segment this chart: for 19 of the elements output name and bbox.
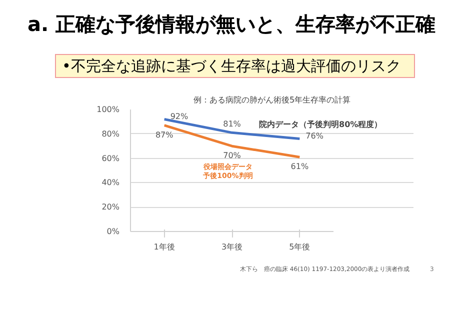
text: 例：ある病院の肺がん術後5年生存率の計算	[193, 96, 351, 104]
text: 70%	[223, 151, 241, 160]
text: 81%	[223, 120, 241, 129]
y-tick-label: 20%	[102, 202, 120, 212]
text: 92%	[170, 112, 188, 121]
y-tick-label: 0%	[106, 227, 120, 236]
y-tick-label: 80%	[102, 129, 120, 138]
chart-subtitle: •不完全な追跡に基づく生存率は過大評価のリスク	[62, 56, 401, 77]
y-tick-label: 40%	[102, 178, 120, 188]
x-tick-label: 1年後	[154, 242, 175, 252]
y-tick-label: 100%	[96, 105, 120, 114]
x-tick-label: 3年後	[221, 242, 243, 252]
text: 61%	[290, 162, 309, 172]
text: 87%	[155, 130, 174, 140]
y-tick-label: 60%	[102, 154, 120, 163]
series-label: 院内データ（予後判明80%程度）	[259, 119, 382, 130]
chart-title: a. 正確な予後情報が無いと、生存率が不正確	[27, 11, 436, 38]
text: 76%	[306, 131, 324, 140]
x-tick-label: 5年後	[289, 242, 310, 252]
